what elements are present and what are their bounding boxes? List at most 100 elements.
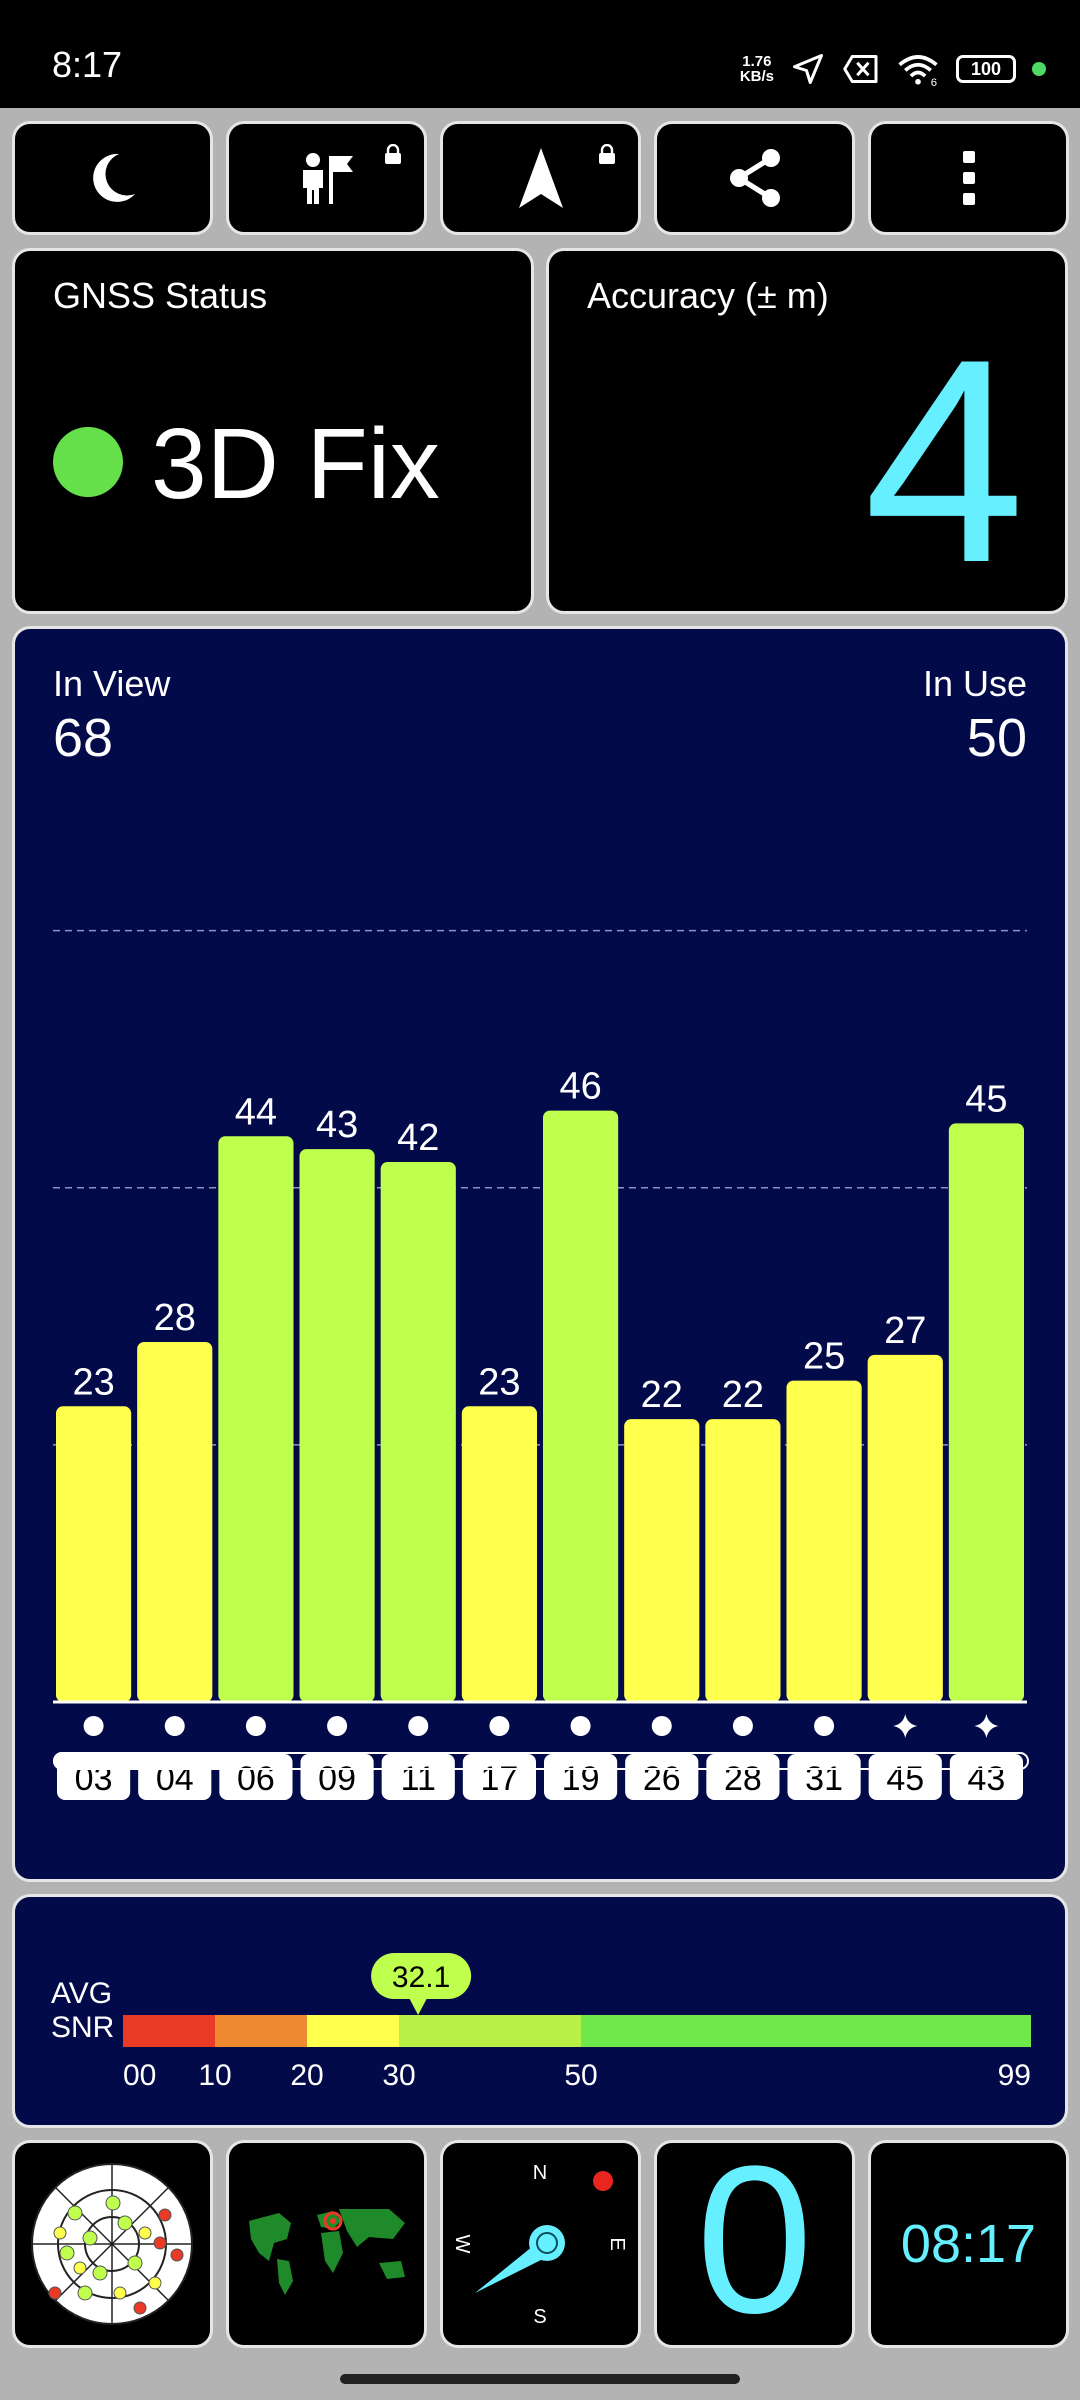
chart-scrollbar[interactable] (53, 1752, 1029, 1770)
snr-value-label: 43 (316, 1104, 358, 1146)
snr-bar[interactable] (543, 1110, 619, 1702)
constellation-circle-marker (814, 1716, 835, 1736)
night-mode-button[interactable] (12, 121, 213, 235)
sim-error-icon (843, 55, 878, 83)
prn-label-box[interactable] (706, 1754, 780, 1800)
status-bar: 8:17 1.76 KB/s 6 100 (0, 0, 1080, 108)
compass-tile[interactable]: N S W E (440, 2140, 641, 2348)
prn-label-box[interactable] (462, 1754, 536, 1800)
in-view-label: In View (53, 663, 171, 704)
gesture-nav-bar[interactable] (340, 2374, 740, 2384)
navigate-button[interactable] (440, 121, 641, 235)
share-button[interactable] (654, 121, 855, 235)
prn-label-box[interactable] (787, 1754, 861, 1800)
in-view-count: 68 (53, 708, 114, 768)
snr-scale-tick-label: 00 (123, 2059, 156, 2092)
prn-label-box[interactable] (544, 1754, 618, 1800)
prn-label-box[interactable] (625, 1754, 699, 1800)
accuracy-label: Accuracy (± m) (587, 275, 829, 316)
prn-label: 31 (805, 1760, 843, 1798)
clock-value: 08:17 (900, 2214, 1037, 2274)
gnss-status-label: GNSS Status (53, 275, 268, 316)
prn-label-box[interactable] (219, 1754, 293, 1800)
status-time: 8:17 (52, 44, 123, 85)
status-icons: 1.76 KB/s 6 100 (740, 46, 1046, 92)
prn-label-box[interactable] (949, 1754, 1023, 1800)
snr-bar-chart: 2303280444064309421123174619222622282531… (53, 929, 1027, 1800)
constellation-circle-marker (164, 1716, 185, 1736)
snr-value-label: 22 (722, 1374, 764, 1416)
wifi-6-icon: 6 (898, 55, 938, 86)
snr-value-label: 27 (884, 1310, 926, 1352)
snr-value-label: 23 (478, 1361, 520, 1403)
compass-north: N (533, 2162, 547, 2184)
prn-label: 19 (562, 1760, 600, 1798)
snr-bar[interactable] (786, 1380, 862, 1702)
share-icon (729, 149, 780, 207)
world-map-tile[interactable] (226, 2140, 427, 2348)
snr-scale: 00 10 20 30 50 99 32.1 (123, 1953, 1031, 2092)
snr-bar[interactable] (299, 1149, 375, 1702)
dot-icon (1032, 62, 1046, 76)
snr-scale-tick-label: 30 (382, 2059, 415, 2092)
prn-label-box[interactable] (300, 1754, 374, 1800)
snr-scale-segment (215, 2015, 307, 2047)
more-options-button[interactable] (868, 121, 1069, 235)
lock-icon (599, 144, 615, 164)
mark-location-button[interactable] (226, 121, 427, 235)
battery-icon: 100 (956, 55, 1016, 83)
snr-value-label: 42 (397, 1117, 439, 1159)
snr-scale-segment (399, 2015, 581, 2047)
constellation-circle-marker (489, 1716, 510, 1736)
snr-bar[interactable] (624, 1419, 700, 1702)
prn-label: 06 (237, 1760, 275, 1798)
constellation-circle-marker (83, 1716, 104, 1736)
snr-value-label: 28 (154, 1297, 196, 1339)
speed-tile[interactable]: 0 (654, 2140, 855, 2348)
sky-plot-icon (31, 2163, 193, 2325)
snr-value-label: 25 (803, 1336, 845, 1378)
navigation-arrow-icon (518, 148, 563, 208)
snr-value-label: 45 (965, 1078, 1007, 1120)
gnss-status-value: 3D Fix (151, 408, 440, 520)
snr-bar[interactable] (867, 1354, 943, 1702)
snr-scale-tick-label: 20 (290, 2059, 323, 2092)
snr-value-label: 46 (559, 1066, 601, 1108)
snr-bar[interactable] (380, 1162, 456, 1702)
avg-snr-card[interactable]: AVG SNR 00 10 20 30 50 99 32.1 (12, 1894, 1068, 2128)
accuracy-card[interactable]: Accuracy (± m) 4 (546, 248, 1068, 614)
snr-bar[interactable] (56, 1406, 132, 1702)
constellation-circle-marker (327, 1716, 348, 1736)
in-use-count: 50 (966, 708, 1027, 768)
snr-bar[interactable] (705, 1419, 781, 1702)
clock-tile[interactable]: 08:17 (868, 2140, 1069, 2348)
location-arrow-icon (793, 54, 823, 84)
constellation-circle-marker (245, 1716, 266, 1736)
avg-snr-label: AVG SNR (51, 1977, 114, 2045)
snr-scale-tick-label: 99 (998, 2059, 1031, 2092)
avg-snr-badge (371, 1953, 472, 1999)
snr-label: SNR (51, 2011, 115, 2044)
accuracy-value: 4 (863, 299, 1025, 623)
compass-west: W (451, 2235, 473, 2254)
constellation-circle-marker (408, 1716, 429, 1736)
snr-bar[interactable] (137, 1342, 213, 1702)
satellite-snr-card[interactable]: In View 68 In Use 50 23 03 28 04 44 06 43 09 42 1… (12, 626, 1068, 1882)
network-speed-value: 1.76 (742, 53, 772, 70)
snr-bar[interactable] (461, 1406, 537, 1702)
prn-label: 45 (886, 1760, 924, 1798)
gnss-status-card[interactable]: GNSS Status 3D Fix (12, 248, 534, 614)
constellation-star-marker (974, 1714, 999, 1738)
snr-bar[interactable] (948, 1123, 1024, 1702)
lock-icon (385, 144, 401, 164)
network-speed: 1.76 KB/s (740, 54, 774, 84)
prn-label-box[interactable] (868, 1754, 942, 1800)
chart-scrollbar-thumb[interactable] (53, 1752, 229, 1770)
prn-label-box[interactable] (381, 1754, 455, 1800)
world-map-icon (249, 2209, 405, 2295)
moon-icon (92, 153, 135, 202)
snr-scale-segment (307, 2015, 399, 2047)
constellation-circle-marker (732, 1716, 753, 1736)
sky-plot-tile[interactable] (12, 2140, 213, 2348)
snr-bar[interactable] (218, 1136, 294, 1702)
